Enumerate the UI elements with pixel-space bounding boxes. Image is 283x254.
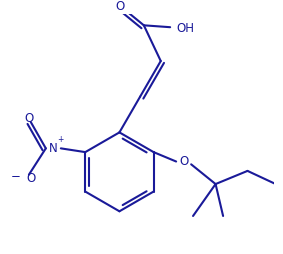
- Text: O: O: [26, 172, 35, 185]
- Text: O: O: [179, 155, 188, 168]
- Text: O: O: [116, 0, 125, 13]
- Text: N: N: [49, 142, 58, 155]
- Text: −: −: [11, 170, 21, 183]
- Text: OH: OH: [176, 22, 194, 35]
- Text: O: O: [24, 112, 34, 125]
- Text: +: +: [58, 135, 64, 145]
